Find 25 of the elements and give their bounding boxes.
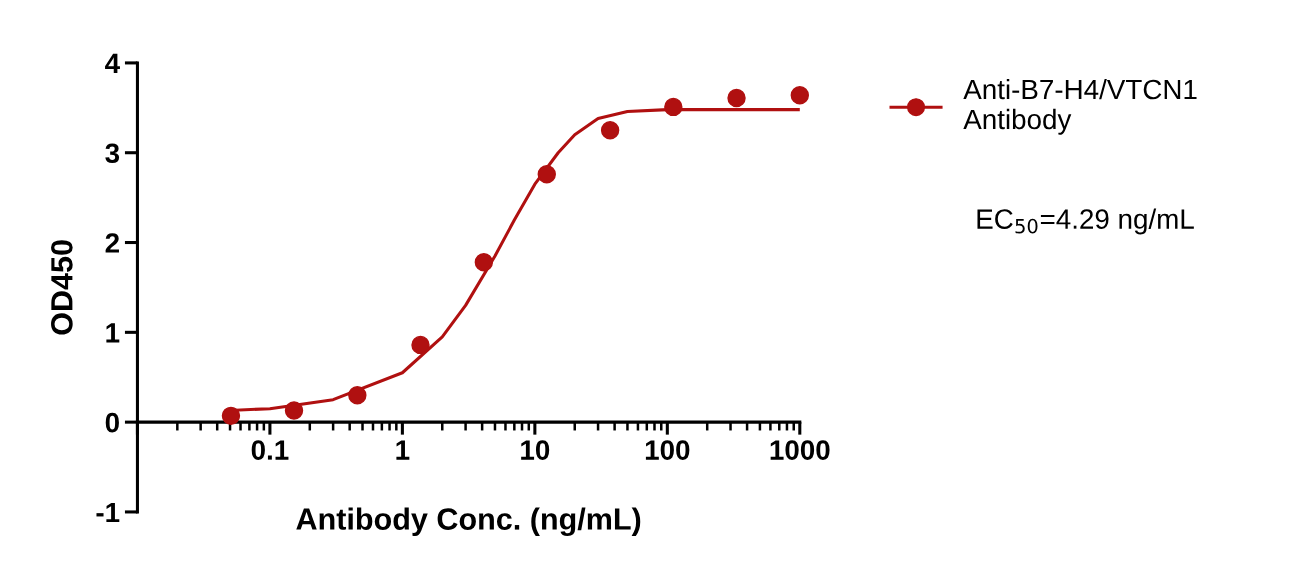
text: EC$_{50}$=4.29 ng/mL — [977, 208, 1194, 235]
x-tick-label: 0.1 — [251, 440, 289, 460]
point — [411, 335, 430, 355]
y-tick-label: 3 — [105, 143, 120, 164]
point — [537, 165, 556, 184]
legend-label: Anti-B7-H4/VTCN1 Antibody — [963, 78, 1197, 135]
x-tick-label: 1000 — [770, 440, 830, 460]
point — [348, 385, 367, 405]
point — [474, 253, 494, 272]
x-tick-label: 1 — [396, 440, 410, 460]
point — [664, 97, 683, 117]
y-tick-label: 4 — [105, 53, 120, 73]
y-tick-label: 0 — [105, 412, 119, 433]
y-tick-label: 1 — [106, 323, 120, 343]
y-tick-label: 2 — [105, 233, 119, 253]
point — [790, 86, 809, 105]
x-axis-title: Antibody Conc. (ng/mL) — [296, 507, 641, 537]
y-tick-label: -1 — [96, 502, 120, 523]
point — [221, 406, 241, 426]
y-axis-title: OD450 — [51, 240, 73, 335]
point — [600, 121, 620, 140]
x-tick-label: 100 — [645, 440, 690, 460]
point — [284, 401, 304, 420]
x-tick-label: 10 — [521, 440, 550, 460]
point — [727, 88, 746, 108]
